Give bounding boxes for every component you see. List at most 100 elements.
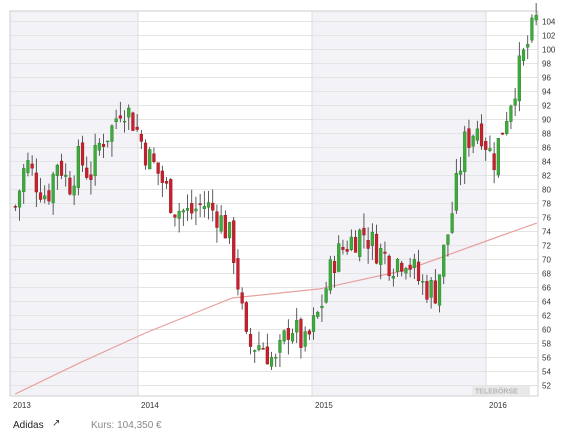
y-tick-label: 88 [542, 130, 551, 139]
candle-up [316, 311, 320, 317]
candle-up [26, 160, 30, 173]
candle-down [500, 132, 505, 135]
candle-down [131, 112, 135, 131]
candle-down [236, 258, 240, 290]
candle-up [194, 208, 198, 212]
candle-up [463, 131, 467, 172]
candle-down [169, 179, 173, 213]
candle-down [400, 262, 404, 272]
price-label: Kurs: 104,350 € [91, 420, 162, 431]
candle-up [513, 98, 517, 106]
security-name[interactable]: Adidas [13, 420, 44, 431]
candle-up [337, 243, 341, 272]
candle-up [475, 128, 479, 141]
candle-down [433, 280, 437, 304]
candle-up [295, 320, 299, 333]
candle-up [442, 244, 446, 277]
candle-down [34, 172, 38, 193]
candle-down [484, 141, 488, 150]
y-tick-label: 66 [542, 284, 551, 293]
plot-border [9, 10, 539, 397]
candle-down [190, 203, 194, 214]
candle-down [244, 302, 248, 332]
candle-up [43, 195, 47, 200]
candle-up [404, 268, 408, 274]
candle-up [517, 55, 521, 102]
x-tick-label: 2014 [141, 401, 159, 410]
candle-up [454, 173, 458, 211]
candle-down [232, 220, 236, 263]
candle-up [185, 208, 190, 211]
candle-up [227, 222, 232, 239]
candle-down [374, 233, 379, 264]
candle-down [85, 167, 89, 178]
y-tick-label: 64 [542, 298, 551, 307]
candle-up [488, 148, 492, 152]
candle-up [72, 185, 76, 196]
candle-up [429, 279, 433, 298]
y-tick-label: 70 [542, 256, 551, 265]
y-tick-label: 94 [542, 88, 551, 97]
candle-up [391, 275, 395, 279]
candle-down [160, 170, 164, 183]
candle-down [198, 203, 202, 205]
candle-up [93, 145, 97, 177]
candle-up [303, 331, 307, 347]
candle-up [320, 305, 324, 308]
small-arrow-icon[interactable]: ↗ [52, 418, 61, 429]
y-tick-label: 104 [542, 18, 556, 27]
candle-down [68, 177, 72, 195]
candle-down [366, 240, 370, 249]
candle-up [278, 339, 282, 353]
candle-up [505, 121, 509, 134]
y-tick-label: 58 [542, 340, 551, 349]
candle-up [530, 17, 534, 41]
y-tick-label: 52 [542, 382, 551, 391]
candle-up [324, 288, 328, 303]
moving-average-line [15, 222, 538, 395]
candle-down [492, 153, 496, 171]
y-tick-label: 72 [542, 242, 551, 251]
y-tick-label: 56 [542, 354, 551, 363]
candle-down [164, 180, 169, 184]
candle-down [265, 346, 269, 365]
candle-down [89, 174, 93, 180]
candle-down [261, 348, 265, 350]
candle-up [114, 118, 118, 123]
candle-down [139, 134, 143, 142]
candle-up [521, 49, 526, 62]
y-tick-label: 90 [542, 116, 551, 125]
candle-up [471, 135, 475, 147]
candle-up [181, 210, 185, 213]
candle-up [64, 174, 68, 177]
candle-down [30, 163, 34, 169]
y-tick-label: 80 [542, 186, 551, 195]
y-tick-label: 96 [542, 74, 551, 83]
x-tick-label: 2013 [13, 401, 31, 410]
candle-up [76, 146, 80, 188]
candle-up [148, 149, 152, 170]
candle-down [59, 160, 64, 176]
y-tick-label: 86 [542, 144, 551, 153]
candle-down [383, 251, 387, 254]
candle-down [299, 319, 303, 348]
candle-down [38, 192, 43, 200]
candle-up [106, 140, 110, 143]
y-tick-label: 74 [542, 228, 551, 237]
candle-up [311, 315, 316, 332]
candle-down [479, 123, 484, 147]
candle-down [173, 214, 177, 218]
candle-up [370, 231, 374, 247]
candle-down [408, 264, 412, 270]
candle-up [122, 120, 127, 123]
candle-up [269, 357, 274, 367]
candle-up [110, 125, 114, 142]
candle-down [223, 215, 227, 239]
y-tick-label: 54 [542, 368, 551, 377]
candle-up [22, 168, 26, 193]
candle-up [253, 350, 257, 352]
candle-up [177, 211, 181, 219]
y-tick-label: 98 [542, 60, 551, 69]
candle-up [97, 142, 101, 151]
